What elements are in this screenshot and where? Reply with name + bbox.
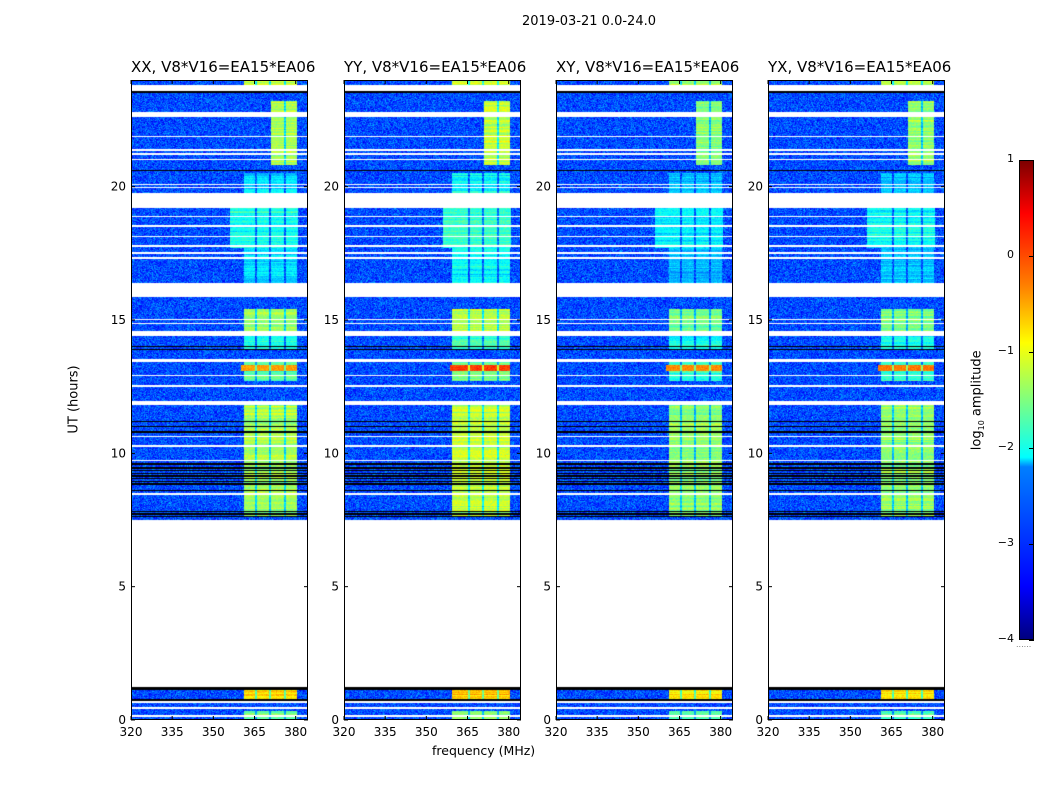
colorbar-tick-label: −2 xyxy=(997,440,1014,453)
y-tick-label: 10 xyxy=(536,446,551,460)
heatmap-image xyxy=(131,80,308,720)
axes-border xyxy=(768,80,945,720)
y-tick-label: 0 xyxy=(118,713,126,727)
x-tick-label: 335 xyxy=(161,725,184,739)
figure-suptitle: 2019-03-21 0.0-24.0 xyxy=(522,14,656,29)
colorbar-tick-label: 0 xyxy=(1007,248,1014,261)
axes-border xyxy=(344,80,521,720)
x-tick-label: 365 xyxy=(880,725,903,739)
colorbar-tick-mark xyxy=(1029,640,1034,641)
panel-title: YX, V8*V16=EA15*EA06 xyxy=(768,58,952,76)
x-tick-label: 350 xyxy=(627,725,650,739)
y-tick-label: 5 xyxy=(118,580,126,594)
axes-frame: 320 335 350 365 380 0 5 10 15 20 xyxy=(536,80,733,739)
y-tick-label: 20 xyxy=(748,180,763,194)
colorbar-tick-mark xyxy=(1029,160,1034,161)
axes-border xyxy=(556,80,733,720)
heatmap-image xyxy=(556,80,733,720)
x-tick-label: 350 xyxy=(415,725,438,739)
waterfall-panel: 320 335 350 365 380 0 5 10 15 20 xyxy=(748,80,945,739)
x-tick-label: 365 xyxy=(456,725,479,739)
panel-title: XY, V8*V16=EA15*EA06 xyxy=(556,58,740,76)
x-tick-label: 320 xyxy=(120,725,143,739)
x-tick-label: 365 xyxy=(668,725,691,739)
x-tick-label: 320 xyxy=(545,725,568,739)
colorbar-footer: ...... xyxy=(1016,640,1032,649)
heatmap-image xyxy=(768,80,945,720)
waterfall-panel: 320 335 350 365 380 0 5 10 15 20 xyxy=(111,80,308,739)
heatmap-image xyxy=(344,80,521,720)
x-tick-label: 335 xyxy=(374,725,397,739)
colorbar-tick-mark xyxy=(1029,352,1034,353)
x-tick-label: 350 xyxy=(839,725,862,739)
x-tick-label: 335 xyxy=(586,725,609,739)
colorbar-tick-label: −1 xyxy=(997,344,1014,357)
colorbar-tick-label: −4 xyxy=(997,632,1014,645)
y-tick-label: 0 xyxy=(755,713,763,727)
waterfall-panel: 320 335 350 365 380 0 5 10 15 20 xyxy=(324,80,521,739)
colorbar-tick-mark xyxy=(1029,448,1034,449)
colorbar-label-rest: amplitude xyxy=(969,350,985,421)
colorbar-tick-label: −3 xyxy=(997,536,1014,549)
colorbar xyxy=(1019,160,1034,640)
y-tick-label: 5 xyxy=(331,580,339,594)
x-tick-label: 365 xyxy=(243,725,266,739)
x-tick-label: 380 xyxy=(709,725,732,739)
y-tick-label: 0 xyxy=(543,713,551,727)
y-tick-label: 15 xyxy=(748,313,763,327)
y-tick-label: 5 xyxy=(755,580,763,594)
waterfall-panel: 320 335 350 365 380 0 5 10 15 20 xyxy=(536,80,733,739)
colorbar-tick-mark xyxy=(1029,544,1034,545)
y-tick-label: 5 xyxy=(543,580,551,594)
y-tick-label: 15 xyxy=(324,313,339,327)
x-tick-label: 380 xyxy=(497,725,520,739)
axes-frame: 320 335 350 365 380 0 5 10 15 20 xyxy=(111,80,308,739)
y-axis-label: UT (hours) xyxy=(66,365,82,434)
x-tick-label: 320 xyxy=(333,725,356,739)
y-tick-label: 20 xyxy=(111,180,126,194)
axes-border xyxy=(131,80,308,720)
y-tick-label: 20 xyxy=(536,180,551,194)
colorbar-label-sub: 10 xyxy=(977,420,987,431)
panel-title: XX, V8*V16=EA15*EA06 xyxy=(131,58,316,76)
y-tick-label: 10 xyxy=(748,446,763,460)
y-tick-label: 10 xyxy=(111,446,126,460)
colorbar-label: log10 amplitude xyxy=(970,350,987,450)
x-axis-label: frequency (MHz) xyxy=(432,743,536,758)
panel-title: YY, V8*V16=EA15*EA06 xyxy=(344,58,527,76)
axes-frame: 320 335 350 365 380 0 5 10 15 20 xyxy=(324,80,521,739)
x-tick-label: 380 xyxy=(284,725,307,739)
colorbar-tick-label: 1 xyxy=(1007,152,1014,165)
y-tick-label: 15 xyxy=(536,313,551,327)
axes-frame: 320 335 350 365 380 0 5 10 15 20 xyxy=(748,80,945,739)
y-tick-label: 15 xyxy=(111,313,126,327)
x-tick-label: 380 xyxy=(921,725,944,739)
x-tick-label: 320 xyxy=(757,725,780,739)
x-tick-label: 350 xyxy=(202,725,225,739)
colorbar-label-log: log xyxy=(969,430,985,451)
y-tick-label: 10 xyxy=(324,446,339,460)
colorbar-tick-mark xyxy=(1029,256,1034,257)
x-tick-label: 335 xyxy=(798,725,821,739)
y-tick-label: 20 xyxy=(324,180,339,194)
y-tick-label: 0 xyxy=(331,713,339,727)
